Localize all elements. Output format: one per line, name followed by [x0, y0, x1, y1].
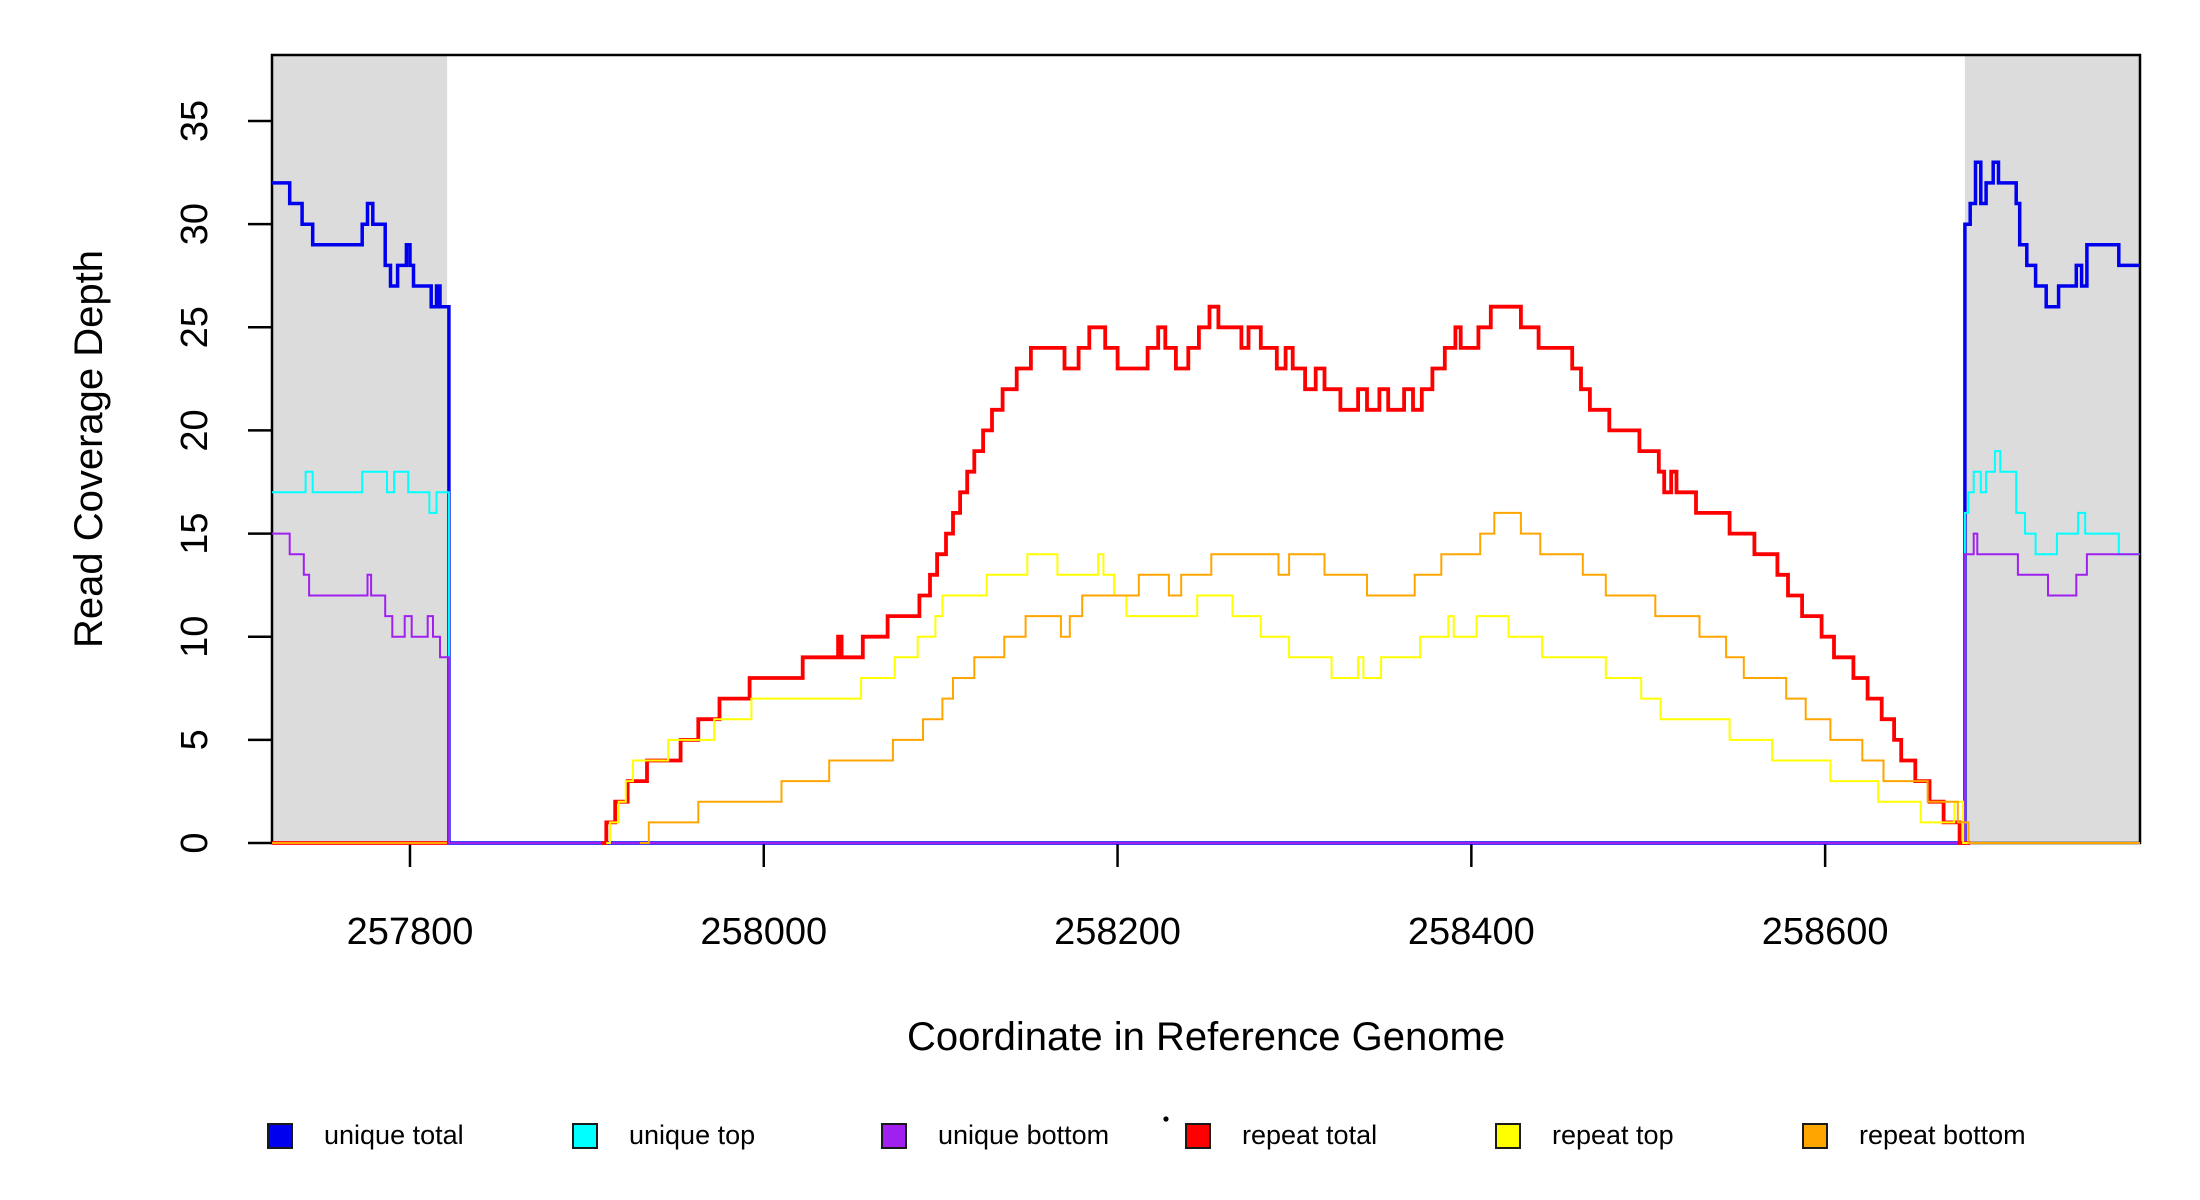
legend-swatch [1185, 1123, 1211, 1149]
legend-swatch [1495, 1123, 1521, 1149]
series-lines [272, 160, 2140, 845]
legend-swatch [881, 1123, 907, 1149]
legend-label: repeat top [1552, 1120, 1674, 1150]
stray-dot [1163, 1116, 1169, 1122]
x-tick-label: 258200 [1054, 911, 1181, 953]
y-tick-label: 0 [174, 832, 216, 853]
y-tick-label: 15 [174, 512, 216, 554]
x-tick-label: 258400 [1408, 911, 1535, 953]
legend-item-unique-top: unique top [572, 1120, 755, 1150]
legend-label: unique bottom [938, 1120, 1109, 1150]
legend-item-unique-total: unique total [267, 1120, 464, 1150]
legend-label: repeat total [1242, 1120, 1377, 1150]
y-axis-title: Read Coverage Depth [67, 250, 111, 648]
legend-item-repeat-top: repeat top [1495, 1120, 1674, 1150]
x-tick-label: 258000 [700, 911, 827, 953]
series-line-repeat-bottom [639, 511, 2140, 844]
shaded-region-right [1964, 55, 2140, 843]
shaded-regions [272, 55, 2140, 843]
plot-box [270, 53, 2142, 845]
legend-swatch [572, 1123, 598, 1149]
x-axis: 257800 258000 258200 258400 258600 [347, 843, 1889, 953]
y-tick-label: 25 [174, 306, 216, 348]
series-line-unique-bottom [272, 532, 2140, 844]
series-line-repeat-total [601, 304, 1971, 845]
x-tick-label: 258600 [1762, 911, 1889, 953]
legend: unique total unique top unique bottom repea… [267, 1120, 2026, 1150]
legend-item-repeat-total: repeat total [1185, 1120, 1377, 1150]
y-axis: 0 5 10 15 20 25 30 35 [174, 100, 272, 854]
legend-label: unique total [324, 1120, 464, 1150]
legend-item-unique-bottom: unique bottom [881, 1120, 1109, 1150]
x-axis-title: Coordinate in Reference Genome [907, 1015, 1505, 1059]
y-tick-label: 20 [174, 409, 216, 451]
y-tick-label: 35 [174, 100, 216, 142]
y-tick-label: 10 [174, 616, 216, 658]
legend-label: unique top [629, 1120, 755, 1150]
series-line-repeat-top [606, 553, 1971, 844]
series-line-unique-top [272, 450, 2140, 844]
x-tick-label: 257800 [347, 911, 474, 953]
legend-swatch [1802, 1123, 1828, 1149]
legend-swatch [267, 1123, 293, 1149]
legend-item-repeat-bottom: repeat bottom [1802, 1120, 2026, 1150]
legend-label: repeat bottom [1859, 1120, 2026, 1150]
y-tick-label: 5 [174, 729, 216, 750]
y-tick-label: 30 [174, 203, 216, 245]
shaded-region-left [272, 55, 448, 843]
